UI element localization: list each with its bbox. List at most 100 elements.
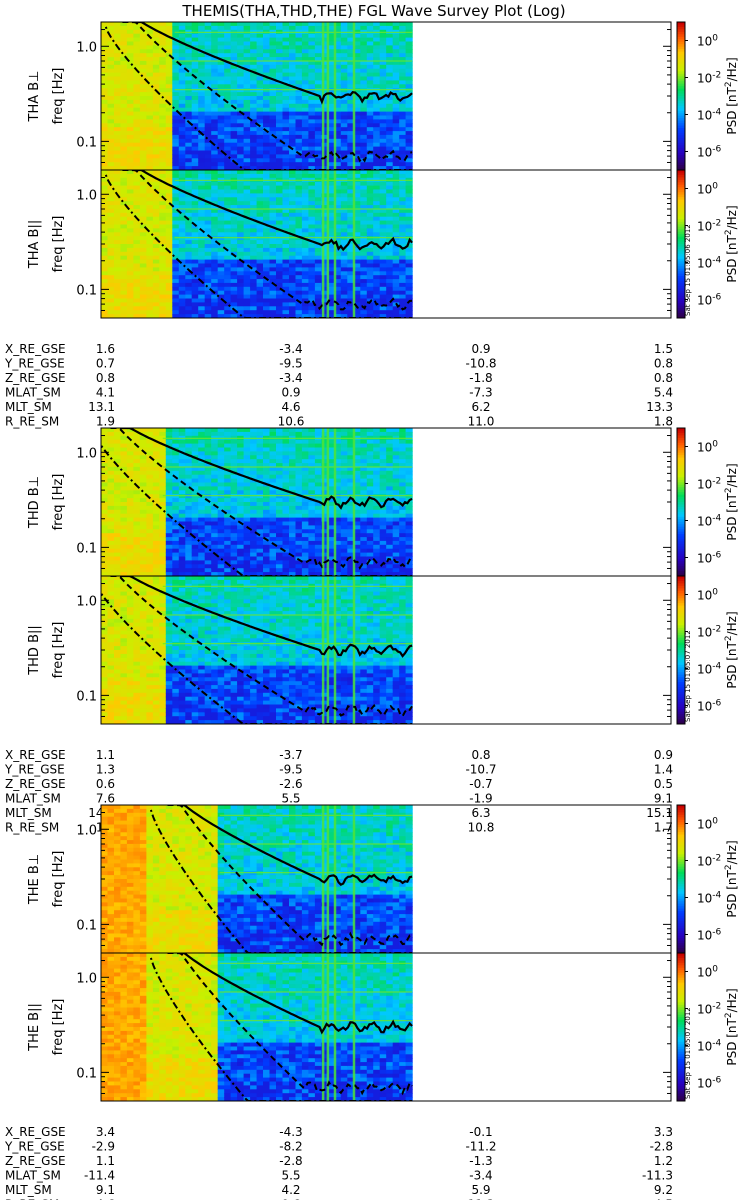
timestamp-stamp: Sat Sep 15 01:05:07 2012 <box>684 630 692 722</box>
spectrogram-panel-the-perp: 0.1 1.0 THE B⊥ freq [Hz] 100 10-2 10-4 10-6PSD … <box>27 804 739 954</box>
orbit-value: -0.7 <box>469 777 492 791</box>
panel-label: THD B|| <box>27 625 42 676</box>
orbit-row-label: Z_RE_GSE <box>5 371 66 385</box>
orbit-value: -10.7 <box>465 763 496 777</box>
spectrogram-image <box>101 428 413 576</box>
y-tick-label: 1.0 <box>76 823 97 838</box>
orbit-value: 7.6 <box>96 792 115 806</box>
orbit-row-label: R_RE_SM <box>5 415 59 429</box>
orbit-value: 9.2 <box>654 1183 673 1197</box>
fce-curve <box>177 953 413 1035</box>
orbit-value: 6.2 <box>471 400 490 414</box>
orbit-value: -11.3 <box>642 1169 673 1183</box>
colorbar-tick-label: 10-6 <box>697 145 722 160</box>
orbit-value: -9.5 <box>279 357 302 371</box>
orbit-value: 1.6 <box>96 342 115 356</box>
y-axis-label: freq [Hz] <box>51 999 66 1056</box>
colorbar-tick-label: 100 <box>697 182 718 197</box>
panel-label: THE B⊥ <box>27 854 42 905</box>
y-tick-label: 1.0 <box>76 40 97 55</box>
orbit-value: 1.8 <box>654 415 673 429</box>
colorbar-label: PSD [nT2/Hz] <box>724 463 739 540</box>
orbit-row-label: X_RE_GSE <box>5 1125 66 1139</box>
orbit-value: 9.1 <box>654 792 673 806</box>
orbit-value: 9.1 <box>96 1183 115 1197</box>
colorbar-tick-label: 100 <box>697 34 718 49</box>
orbit-row-label: X_RE_GSE <box>5 342 66 356</box>
orbit-table-tha: X_RE_GSE 1.6 -3.4 0.9 1.5Y_RE_GSE 0.7 -9.5 -10.… <box>4 342 673 429</box>
orbit-row-label: MLAT_SM <box>5 1169 61 1183</box>
proton-curve <box>104 26 413 170</box>
orbit-value: -1.3 <box>469 1154 492 1168</box>
orbit-value: 1.3 <box>96 763 115 777</box>
spectrogram-panel-the-par: 0.1 1.0 THE B|| freq [Hz] 100 10-2 10-4 10-6PSD… <box>27 952 739 1102</box>
proton-curve <box>104 174 413 318</box>
fce-curve <box>131 22 413 105</box>
colorbar-label: PSD [nT2/Hz] <box>724 205 739 282</box>
orbit-value: -0.1 <box>469 1125 492 1139</box>
orbit-value: -10.8 <box>465 357 496 371</box>
half-fce-curve <box>110 576 413 718</box>
orbit-value: -1.9 <box>469 792 492 806</box>
orbit-row-label: MLAT_SM <box>5 386 61 400</box>
orbit-value: -1.8 <box>469 371 492 385</box>
orbit-row-label: Z_RE_GSE <box>5 1154 66 1168</box>
fce-curve <box>120 428 413 510</box>
half-fce-curve <box>110 428 413 570</box>
colorbar-tick-label: 10-6 <box>697 1076 722 1091</box>
orbit-value: 0.8 <box>654 357 673 371</box>
orbit-value: 4.6 <box>96 1198 115 1200</box>
colorbar-tick-label: 10-4 <box>697 108 722 123</box>
orbit-value: 0.9 <box>281 386 300 400</box>
colorbar-tick-label: 10-2 <box>697 854 721 869</box>
colorbar-label: PSD [nT2/Hz] <box>724 988 739 1065</box>
orbit-value: 13.1 <box>88 400 115 414</box>
colorbar-tick-label: 10-2 <box>697 477 721 492</box>
spectrogram-panel-thd-par: 0.1 1.0 THD B|| freq [Hz] 100 10-2 10-4 10-6PSD… <box>27 575 739 725</box>
orbit-value: 0.7 <box>96 357 115 371</box>
colorbar-tick-label: 10-2 <box>697 71 721 86</box>
orbit-row-label: Y_RE_GSE <box>4 357 65 371</box>
orbit-value: 4.2 <box>281 1183 300 1197</box>
orbit-value: 0.8 <box>96 371 115 385</box>
panel-label: THD B⊥ <box>27 476 42 529</box>
orbit-value: 4.5 <box>654 1198 673 1200</box>
orbit-value: -2.9 <box>92 1140 115 1154</box>
colorbar-tick-label: 10-6 <box>697 928 722 943</box>
colorbar-tick-label: 10-4 <box>697 1039 722 1054</box>
spectrogram-image <box>101 170 413 318</box>
y-tick-label: 0.1 <box>76 918 97 933</box>
orbit-value: 10.6 <box>278 415 305 429</box>
orbit-table-thd: X_RE_GSE 1.1 -3.7 0.8 0.9 Y_RE_GSE 1.3 -9.5 -10.… <box>4 748 673 835</box>
orbit-row-label: Y_RE_GSE <box>4 763 65 777</box>
orbit-value: 11.0 <box>468 415 495 429</box>
fce-curve <box>131 170 413 252</box>
colorbar-label: PSD [nT2/Hz] <box>724 611 739 688</box>
colorbar-tick-label: 10-4 <box>697 891 722 906</box>
colorbar-tick-label: 10-6 <box>697 551 722 566</box>
colorbar-tick-label: 10-4 <box>697 662 722 677</box>
orbit-value: -11.2 <box>465 1140 496 1154</box>
fce-curve <box>177 805 413 887</box>
orbit-row-label: R_RE_SM <box>5 1198 59 1200</box>
spectrogram-image <box>101 805 413 953</box>
colorbar-tick-label: 100 <box>697 817 718 832</box>
colorbar-tick-label: 100 <box>697 965 718 980</box>
orbit-value: 10.8 <box>468 821 495 835</box>
spectrogram-image <box>101 576 413 724</box>
orbit-value: 5.9 <box>471 1183 490 1197</box>
y-tick-label: 0.1 <box>76 541 97 556</box>
orbit-value: 13.3 <box>646 400 673 414</box>
orbit-value: -3.4 <box>279 342 302 356</box>
orbit-value: 1.1 <box>96 1154 115 1168</box>
colorbar-tick-label: 100 <box>697 440 718 455</box>
y-tick-label: 0.1 <box>76 283 97 298</box>
orbit-value: -4.3 <box>279 1125 302 1139</box>
orbit-value: 3.4 <box>96 1125 115 1139</box>
colorbar-tick-label: 10-6 <box>697 293 722 308</box>
spectrogram-panel-tha-par: 0.1 1.0 THA B|| freq [Hz] 100 10-2 10-4 10-6PSD… <box>27 169 739 319</box>
orbit-value: -3.7 <box>279 748 302 762</box>
